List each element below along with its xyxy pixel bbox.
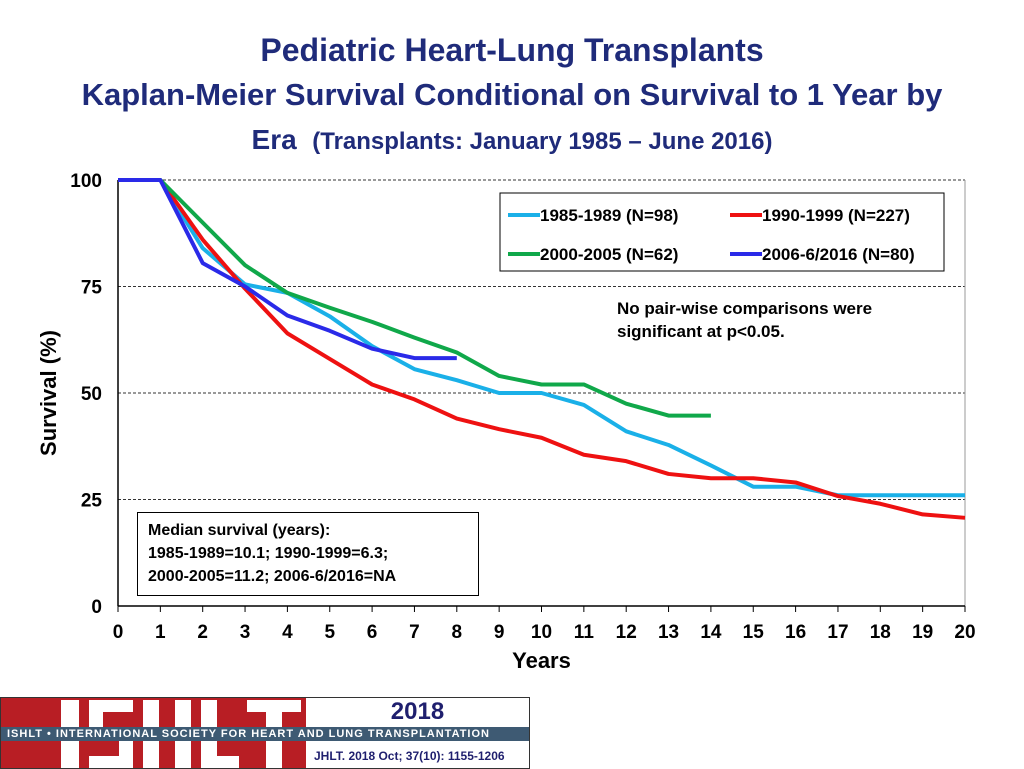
x-tick-label: 10	[531, 622, 552, 643]
x-tick-label: 3	[240, 622, 251, 643]
x-axis-label: Years	[512, 648, 571, 673]
median-line-2: 1985-1989=10.1; 1990-1999=6.3;	[148, 545, 389, 562]
significance-note: No pair-wise comparisons were significan…	[617, 299, 873, 341]
x-tick-label: 14	[700, 622, 722, 643]
y-tick-label: 75	[81, 278, 103, 299]
x-tick-label: 1	[155, 622, 166, 643]
x-tick-label: 13	[658, 622, 679, 643]
y-tick-label: 25	[81, 491, 103, 512]
x-tick-label: 11	[574, 622, 595, 643]
chart-subtitle: Kaplan-Meier Survival Conditional on Sur…	[81, 77, 943, 112]
legend-label: 1985-1989 (N=98)	[540, 206, 678, 225]
x-tick-label: 4	[282, 622, 293, 643]
x-tick-label: 16	[785, 622, 806, 643]
y-axis-label: Survival (%)	[36, 330, 61, 456]
legend-label: 2006-6/2016 (N=80)	[762, 245, 915, 264]
chart-title: Pediatric Heart-Lung Transplants	[260, 32, 764, 68]
x-tick-label: 19	[912, 622, 933, 643]
x-tick-label: 6	[367, 622, 378, 643]
median-line-1: Median survival (years):	[148, 522, 331, 539]
legend	[499, 192, 945, 272]
x-tick-label: 20	[954, 622, 975, 643]
era-label: Era	[251, 124, 297, 155]
x-tick-label: 18	[870, 622, 891, 643]
legend-label: 2000-2005 (N=62)	[540, 245, 678, 264]
footer: 2018 ISHLT • INTERNATIONAL SOCIETY FOR H…	[0, 697, 530, 769]
chart-subtitle-era: Era (Transplants: January 1985 – June 20…	[0, 124, 1024, 156]
x-tick-label: 5	[324, 622, 335, 643]
legend-label: 1990-1999 (N=227)	[762, 206, 910, 225]
footer-year: 2018	[390, 698, 445, 725]
y-tick-label: 0	[91, 597, 102, 618]
society-band: ISHLT • INTERNATIONAL SOCIETY FOR HEART …	[1, 727, 529, 741]
x-tick-label: 0	[113, 622, 124, 643]
x-tick-label: 9	[494, 622, 505, 643]
x-tick-label: 2	[197, 622, 208, 643]
median-line-3: 2000-2005=11.2; 2006-6/2016=NA	[148, 568, 397, 585]
y-tick-label: 100	[70, 171, 102, 192]
x-tick-label: 12	[616, 622, 637, 643]
x-tick-label: 17	[827, 622, 848, 643]
y-tick-label: 50	[81, 384, 102, 405]
citation: JHLT. 2018 Oct; 37(10): 1155-1206	[314, 749, 505, 763]
date-range: (Transplants: January 1985 – June 2016)	[312, 128, 773, 155]
x-tick-label: 7	[409, 622, 420, 643]
series-line	[118, 178, 711, 418]
x-tick-label: 15	[743, 622, 765, 643]
x-tick-label: 8	[452, 622, 463, 643]
series-line	[118, 178, 457, 361]
series-line	[118, 178, 966, 520]
median-survival-box: Median survival (years): 1985-1989=10.1;…	[137, 512, 479, 596]
